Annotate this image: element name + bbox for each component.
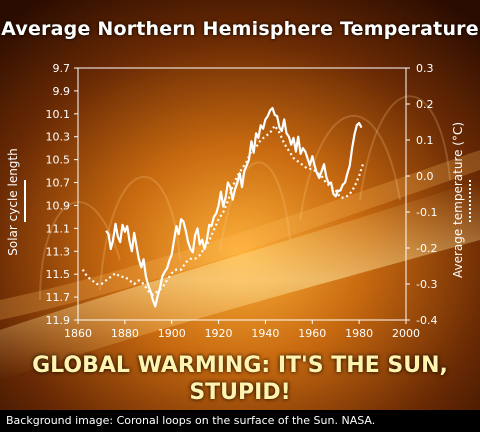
left-axis-ticks: 9.7 9.9 10.1 10.3 10.5 10.7 10.9 11.1 11.3 11.5 11… [46, 62, 78, 327]
x-tick-label: 1860 [64, 327, 92, 340]
left-tick-label: 11.3 [46, 245, 71, 258]
headline: GLOBAL WARMING: IT'S THE SUN, STUPID! [0, 352, 480, 406]
x-tick-label: 1920 [205, 327, 233, 340]
right-tick-label: 0.1 [416, 134, 434, 147]
right-tick-label: -0.1 [416, 206, 437, 219]
right-axis-label: Average temperature (°C) [451, 122, 465, 278]
x-tick-label: 1980 [345, 327, 373, 340]
headline-line-1: GLOBAL WARMING: IT'S THE SUN, [32, 353, 448, 378]
x-tick-label: 1880 [111, 327, 139, 340]
x-tick-label: 2000 [392, 327, 420, 340]
left-tick-label: 9.9 [53, 85, 71, 98]
left-tick-label: 10.5 [46, 154, 71, 167]
left-tick-label: 11.9 [46, 314, 71, 327]
right-tick-label: -0.2 [416, 242, 437, 255]
right-tick-label: 0.2 [416, 98, 434, 111]
chart: 9.7 9.9 10.1 10.3 10.5 10.7 10.9 11.1 11.3 11.5 11… [6, 62, 471, 340]
solar-cycle-length-line [105, 107, 363, 308]
right-axis-ticks: 0.3 0.2 0.1 0.0 -0.1 -0.2 -0.3 -0.4 [406, 62, 437, 327]
left-axis-label: Solar cycle length [6, 148, 20, 255]
x-axis-ticks: 1860 1880 1900 1920 1940 1960 1980 2000 [64, 320, 420, 340]
average-temperature-line [81, 123, 365, 297]
left-tick-label: 11.7 [46, 291, 71, 304]
plot-frame [77, 67, 407, 321]
image-caption: Background image: Coronal loops on the s… [0, 410, 480, 432]
right-tick-label: -0.4 [416, 314, 437, 327]
x-tick-label: 1940 [251, 327, 279, 340]
left-tick-label: 11.1 [46, 222, 71, 235]
chart-title: Average Northern Hemisphere Temperature [1, 18, 479, 40]
left-tick-label: 10.7 [46, 177, 71, 190]
left-tick-label: 9.7 [53, 62, 71, 75]
x-tick-label: 1960 [298, 327, 326, 340]
left-tick-label: 10.1 [46, 108, 71, 121]
left-tick-label: 11.5 [46, 268, 71, 281]
headline-line-2: STUPID! [189, 380, 291, 405]
left-tick-label: 10.9 [46, 199, 71, 212]
x-tick-label: 1900 [158, 327, 186, 340]
right-tick-label: 0.3 [416, 62, 434, 75]
right-tick-label: 0.0 [416, 170, 434, 183]
left-tick-label: 10.3 [46, 131, 71, 144]
right-tick-label: -0.3 [416, 278, 437, 291]
